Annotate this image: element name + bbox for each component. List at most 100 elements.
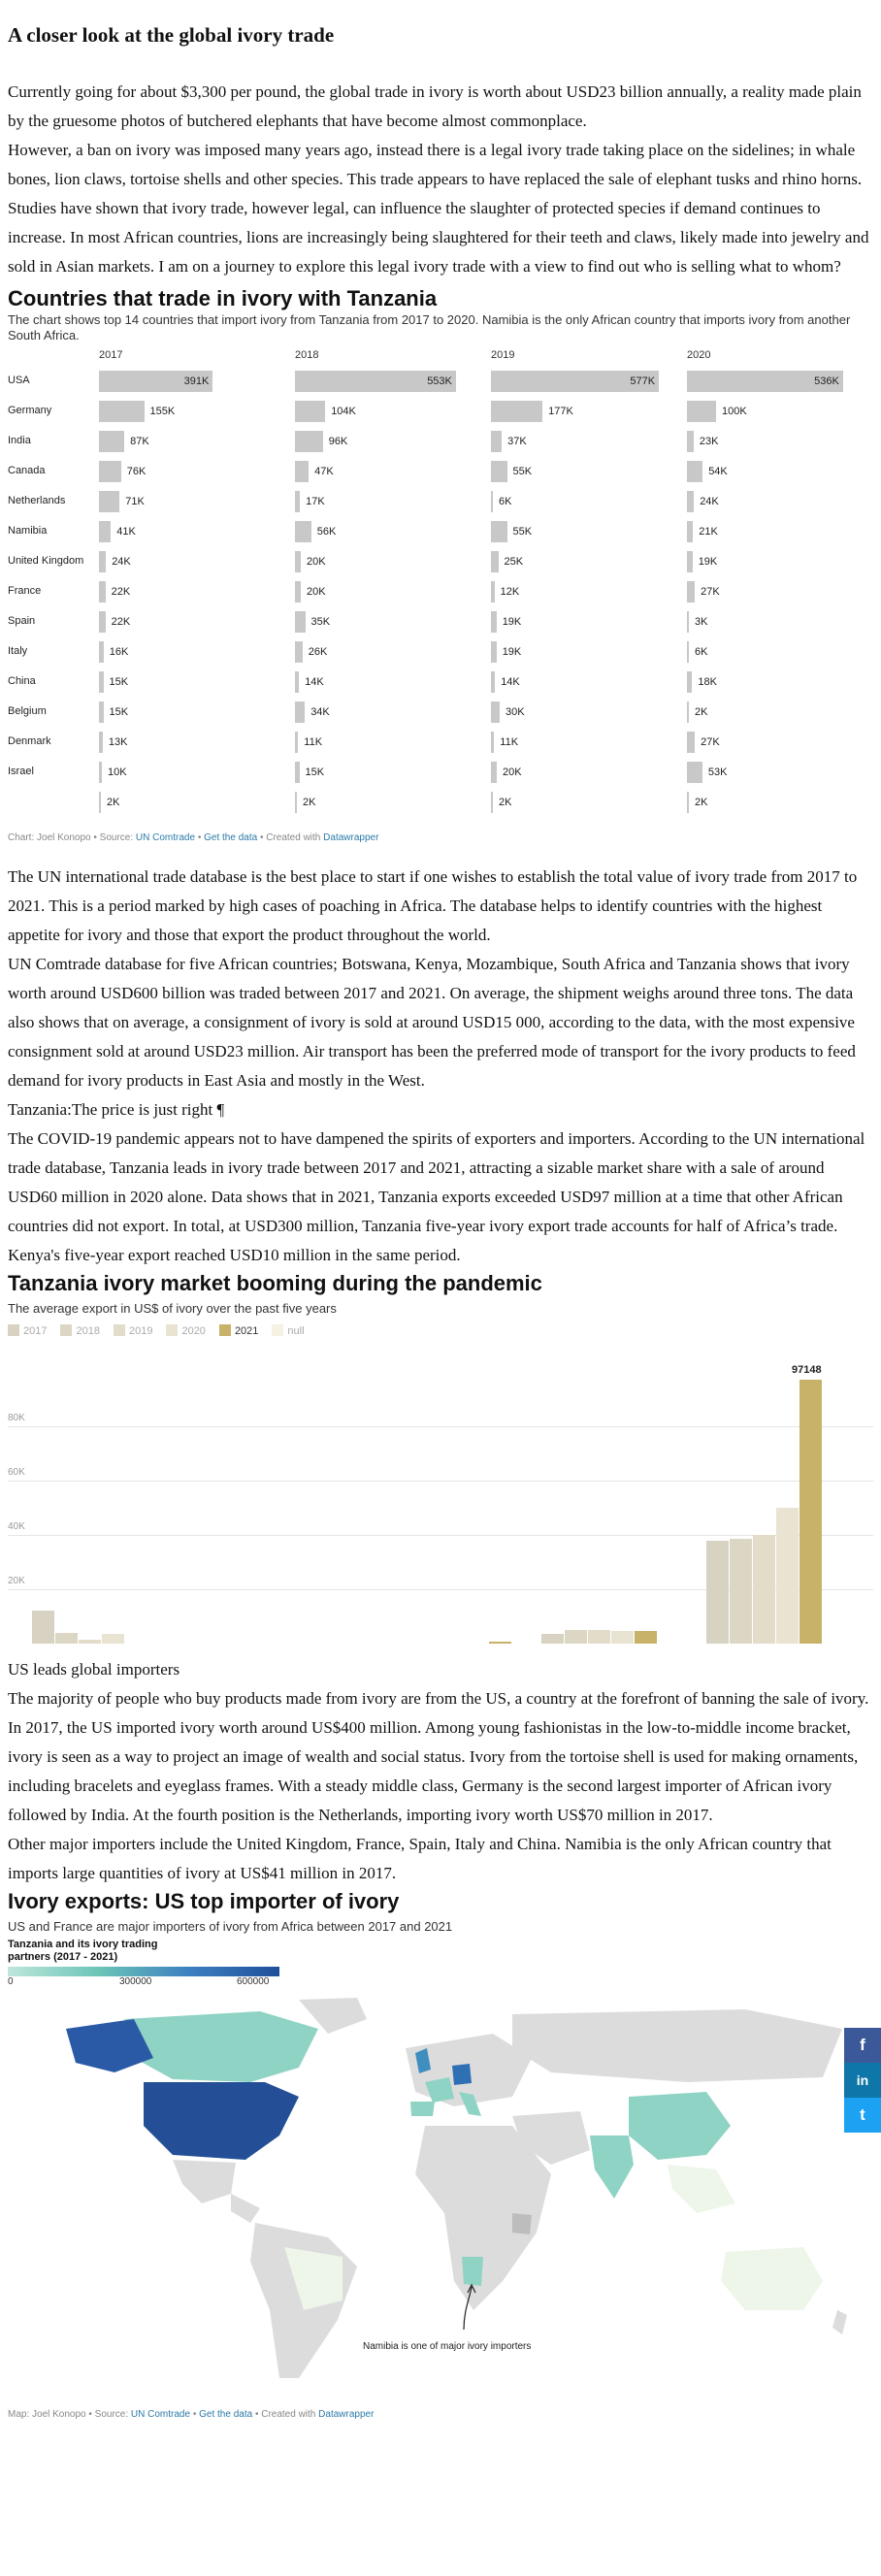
bar xyxy=(295,701,306,723)
country-mexico xyxy=(173,2160,236,2203)
country-china xyxy=(629,2092,731,2160)
year-header-2018: 2018 xyxy=(295,349,319,361)
bar xyxy=(687,611,689,633)
bar xyxy=(491,762,497,783)
bar-label: 177K xyxy=(548,406,573,417)
bar xyxy=(491,641,497,663)
chart2-legend: 2017 2018 2019 2020 2021 null xyxy=(8,1324,873,1337)
chart1-credit: Chart: Joel Konopo • Source: UN Comtrade… xyxy=(8,832,873,843)
year-header-2017: 2017 xyxy=(99,349,123,361)
country-bar-chart: 2017 2018 2019 2020 USA 391K 553K 577K 536K Germa… xyxy=(8,349,873,829)
country-label: France xyxy=(8,585,42,597)
bar xyxy=(687,431,694,452)
chart2-title: Tanzania ivory market booming during the… xyxy=(8,1271,542,1295)
country-label: United Kingdom xyxy=(8,555,84,567)
bar xyxy=(687,792,689,813)
bar-label: 577K xyxy=(630,375,656,387)
bar-label: 18K xyxy=(698,676,717,688)
bar xyxy=(687,401,716,422)
map-source-link[interactable]: UN Comtrade xyxy=(130,2409,191,2420)
bar xyxy=(491,732,495,753)
bar-label: 12K xyxy=(500,586,520,598)
bar-label: 34K xyxy=(310,706,330,718)
column-bar xyxy=(588,1630,610,1644)
annotation-arrowhead xyxy=(467,2283,476,2294)
bar xyxy=(491,701,500,723)
bar-label: 2K xyxy=(695,797,708,808)
country-label: Italy xyxy=(8,645,28,657)
annotation-arrow xyxy=(463,2286,473,2331)
legend-label: null xyxy=(287,1325,305,1337)
bar-label: 100K xyxy=(722,406,747,417)
facebook-icon: f xyxy=(860,2036,865,2054)
linkedin-share-button[interactable]: in xyxy=(844,2063,881,2098)
map-legend-gradient xyxy=(8,1967,279,1976)
bar-label: 56K xyxy=(316,526,337,538)
country-new-zealand xyxy=(832,2310,847,2334)
bar xyxy=(687,551,693,572)
bar xyxy=(295,401,326,422)
map-get-data-link[interactable]: Get the data xyxy=(199,2409,253,2420)
country-central-america xyxy=(231,2194,260,2223)
country-label: Namibia xyxy=(8,525,48,537)
subheading-tanzania: Tanzania:The price is just right ¶ xyxy=(8,1100,225,1119)
bar-label: 2K xyxy=(107,797,120,808)
bar-label: 22K xyxy=(111,616,131,628)
bar xyxy=(99,371,213,392)
country-russia xyxy=(512,2009,842,2082)
chart3-subtitle: US and France are major importers of ivo… xyxy=(8,1919,453,1934)
bar-label: 3K xyxy=(695,616,708,628)
bar-label: 391K xyxy=(183,375,210,387)
bar xyxy=(491,551,499,572)
bar-label: 54K xyxy=(708,466,728,477)
bar-label: 104K xyxy=(331,406,356,417)
bar-label: 47K xyxy=(314,466,334,477)
map-credit-sep: • xyxy=(190,2409,200,2420)
get-data-link[interactable]: Get the data xyxy=(204,832,258,843)
bar xyxy=(295,431,323,452)
subheading-us: US leads global importers xyxy=(8,1660,180,1679)
datawrapper-link[interactable]: Datawrapper xyxy=(323,832,379,843)
top-value-label: 97148 xyxy=(792,1363,822,1376)
scale-mid: 300000 xyxy=(119,1976,152,1987)
facebook-share-button[interactable]: f xyxy=(844,2028,881,2063)
column-bar xyxy=(541,1634,564,1644)
export-column-chart: 20K 40K 60K 80K 97148 xyxy=(8,1351,873,1644)
legend-item: 2020 xyxy=(166,1324,206,1337)
bar-label: 41K xyxy=(116,526,136,538)
bar xyxy=(99,491,120,512)
gridline xyxy=(8,1589,873,1590)
bar-label: 53K xyxy=(707,766,728,778)
bar-label: 35K xyxy=(310,616,331,628)
map-datawrapper-link[interactable]: Datawrapper xyxy=(318,2409,375,2420)
bar xyxy=(295,551,301,572)
y-axis-label: 20K xyxy=(8,1576,25,1586)
bar-label: 21K xyxy=(699,526,718,538)
bar-label: 87K xyxy=(130,436,149,447)
bar xyxy=(99,762,102,783)
twitter-share-button[interactable]: t xyxy=(844,2098,881,2133)
country-label: Israel xyxy=(8,766,34,777)
bar xyxy=(99,461,121,482)
bar-label: 10K xyxy=(108,766,127,778)
bar xyxy=(99,581,106,603)
bar xyxy=(687,461,703,482)
bar xyxy=(295,792,297,813)
world-map: Namibia is one of major ivory importers xyxy=(8,1990,873,2407)
bar-label: 11K xyxy=(304,736,323,748)
bar xyxy=(295,762,300,783)
bar xyxy=(295,671,300,693)
bar xyxy=(99,611,106,633)
bar xyxy=(687,371,843,392)
bar-label: 27K xyxy=(701,736,720,748)
bar-label: 19K xyxy=(502,646,522,658)
column-bar xyxy=(730,1539,752,1644)
legend-item: 2018 xyxy=(60,1324,100,1337)
bar-label: 13K xyxy=(108,736,128,748)
source-link[interactable]: UN Comtrade xyxy=(135,832,196,843)
bar xyxy=(99,792,101,813)
bar-label: 22K xyxy=(111,586,131,598)
bar-label: 25K xyxy=(504,556,524,568)
bar-label: 16K xyxy=(109,646,129,658)
country-label: Netherlands xyxy=(8,495,66,506)
